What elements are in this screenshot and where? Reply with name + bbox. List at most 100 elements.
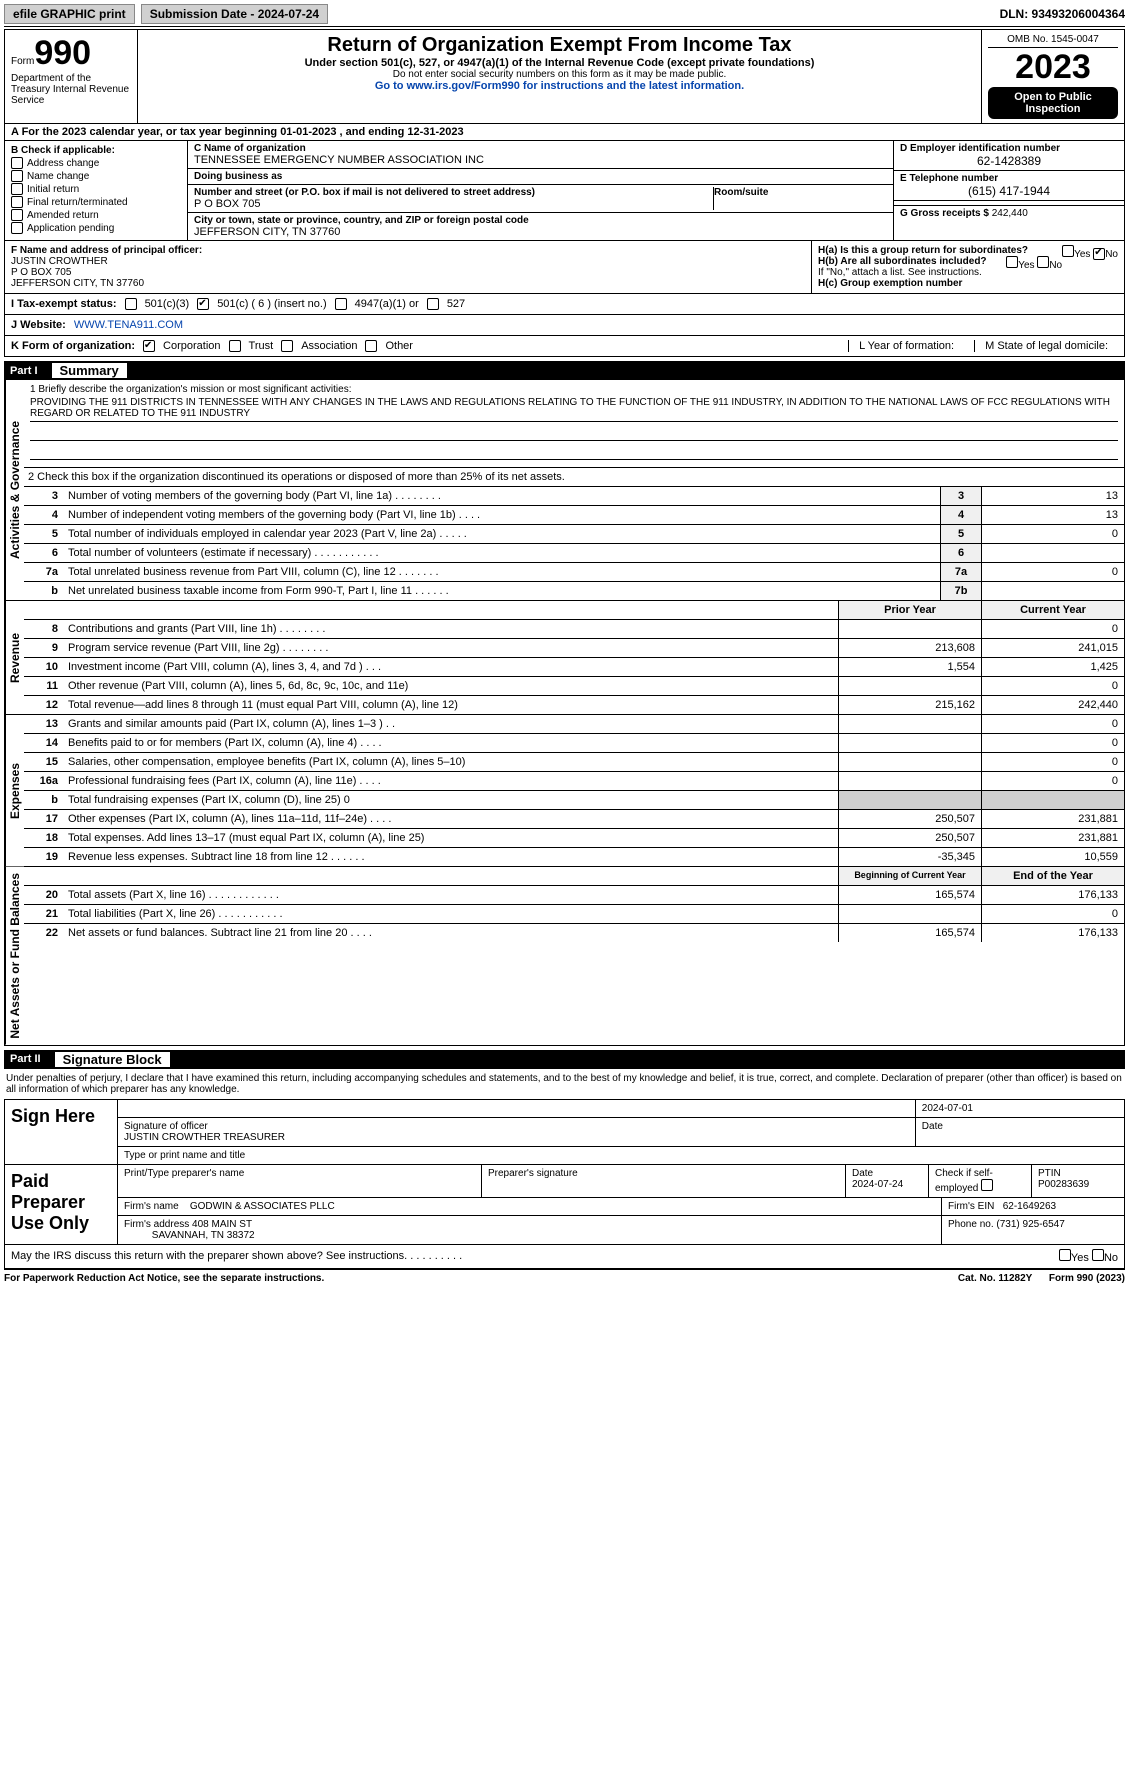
line-item: 8Contributions and grants (Part VIII, li…: [24, 620, 1124, 639]
line-item: 22Net assets or fund balances. Subtract …: [24, 924, 1124, 942]
prep-sig-label: Preparer's signature: [482, 1165, 846, 1197]
sig-declaration: Under penalties of perjury, I declare th…: [4, 1069, 1125, 1099]
line-item: 15Salaries, other compensation, employee…: [24, 753, 1124, 772]
form-subtitle: Under section 501(c), 527, or 4947(a)(1)…: [144, 57, 975, 69]
part1-bar: Part I Summary: [4, 361, 1125, 380]
c-name-label: C Name of organization: [194, 143, 306, 154]
vtab-revenue: Revenue: [5, 601, 24, 714]
mission-text: PROVIDING THE 911 DISTRICTS IN TENNESSEE…: [30, 395, 1118, 422]
submission-date: Submission Date - 2024-07-24: [141, 4, 328, 24]
cb-hb-yes[interactable]: [1006, 256, 1018, 268]
line-a: A For the 2023 calendar year, or tax yea…: [4, 124, 1125, 141]
cb-pending[interactable]: [11, 222, 23, 234]
line-item: 21Total liabilities (Part X, line 26) . …: [24, 905, 1124, 924]
officer-addr1: P O BOX 705: [11, 267, 71, 278]
cb-501c3[interactable]: [125, 298, 137, 310]
line-item: 20Total assets (Part X, line 16) . . . .…: [24, 886, 1124, 905]
gross-label: G Gross receipts $: [900, 208, 989, 219]
cb-527[interactable]: [427, 298, 439, 310]
sig-date: 2024-07-01: [916, 1100, 1124, 1117]
footer-right: Form 990 (2023): [1049, 1273, 1125, 1284]
dept-label: Department of the Treasury Internal Reve…: [11, 73, 131, 106]
cb-trust[interactable]: [229, 340, 241, 352]
efile-button[interactable]: efile GRAPHIC print: [4, 4, 135, 24]
cb-namechange[interactable]: [11, 170, 23, 182]
firm-ein: 62-1649263: [1003, 1201, 1056, 1212]
form-title: Return of Organization Exempt From Incom…: [144, 34, 975, 57]
l-year: L Year of formation:: [848, 340, 964, 352]
cb-4947[interactable]: [335, 298, 347, 310]
may-irs: May the IRS discuss this return with the…: [11, 1250, 462, 1262]
org-name: TENNESSEE EMERGENCY NUMBER ASSOCIATION I…: [194, 154, 484, 166]
top-bar: efile GRAPHIC print Submission Date - 20…: [4, 4, 1125, 27]
tax-year: 2023: [988, 48, 1118, 87]
cb-self-employed[interactable]: [981, 1179, 993, 1191]
firm-name: GODWIN & ASSOCIATES PLLC: [190, 1201, 335, 1212]
city: JEFFERSON CITY, TN 37760: [194, 226, 340, 238]
net-assets-block: Net Assets or Fund Balances Beginning of…: [4, 867, 1125, 1046]
officer-sig: JUSTIN CROWTHER TREASURER: [124, 1132, 285, 1143]
cb-address[interactable]: [11, 157, 23, 169]
omb-number: OMB No. 1545-0047: [988, 34, 1118, 48]
cb-hb-no[interactable]: [1037, 256, 1049, 268]
cb-initial[interactable]: [11, 183, 23, 195]
line-item: 12Total revenue—add lines 8 through 11 (…: [24, 696, 1124, 714]
cb-corp[interactable]: [143, 340, 155, 352]
gov-line: 6Total number of volunteers (estimate if…: [24, 544, 1124, 563]
line-item: 16aProfessional fundraising fees (Part I…: [24, 772, 1124, 791]
cb-final[interactable]: [11, 196, 23, 208]
sign-here-block: Sign Here 2024-07-01 Signature of office…: [4, 1099, 1125, 1165]
b-label: B Check if applicable:: [11, 145, 181, 156]
footer: For Paperwork Reduction Act Notice, see …: [4, 1269, 1125, 1284]
line-item: 13Grants and similar amounts paid (Part …: [24, 715, 1124, 734]
line-item: 14Benefits paid to or for members (Part …: [24, 734, 1124, 753]
form-note: Do not enter social security numbers on …: [144, 69, 975, 80]
city-label: City or town, state or province, country…: [194, 215, 529, 226]
cb-ha-no[interactable]: [1093, 248, 1105, 260]
j-label: J Website:: [11, 319, 66, 331]
gov-line: 3Number of voting members of the governi…: [24, 487, 1124, 506]
prior-year-hdr: Prior Year: [838, 601, 981, 619]
officer-sig-label: Signature of officer: [124, 1121, 208, 1132]
street-label: Number and street (or P.O. box if mail i…: [194, 187, 535, 198]
gov-line: 7aTotal unrelated business revenue from …: [24, 563, 1124, 582]
form-prefix: Form: [11, 56, 34, 67]
room-label: Room/suite: [714, 187, 768, 198]
firm-city: SAVANNAH, TN 38372: [152, 1230, 255, 1241]
line2: 2 Check this box if the organization dis…: [24, 468, 1124, 486]
begin-year-hdr: Beginning of Current Year: [838, 867, 981, 885]
paid-label: Paid Preparer Use Only: [5, 1165, 118, 1244]
part2-no: Part II: [10, 1053, 41, 1065]
line-k: K Form of organization: Corporation Trus…: [4, 336, 1125, 357]
cb-assoc[interactable]: [281, 340, 293, 352]
current-year-hdr: Current Year: [981, 601, 1124, 619]
line-item: 19Revenue less expenses. Subtract line 1…: [24, 848, 1124, 866]
form-header: Form990 Department of the Treasury Inter…: [4, 29, 1125, 124]
irs-link[interactable]: Go to www.irs.gov/Form990 for instructio…: [375, 80, 744, 92]
type-label: Type or print name and title: [118, 1147, 1124, 1164]
f-label: F Name and address of principal officer:: [11, 245, 202, 256]
dba-label: Doing business as: [194, 171, 282, 182]
firm-phone: (731) 925-6547: [996, 1219, 1064, 1230]
sign-here-label: Sign Here: [5, 1100, 118, 1164]
section-bcd: B Check if applicable: Address change Na…: [4, 141, 1125, 241]
officer-addr2: JEFFERSON CITY, TN 37760: [11, 278, 144, 289]
footer-mid: Cat. No. 11282Y: [958, 1273, 1032, 1284]
line-item: 18Total expenses. Add lines 13–17 (must …: [24, 829, 1124, 848]
tel-label: E Telephone number: [900, 173, 998, 184]
cb-501c[interactable]: [197, 298, 209, 310]
prep-name-label: Print/Type preparer's name: [118, 1165, 482, 1197]
hb-note: If "No," attach a list. See instructions…: [818, 267, 1118, 278]
cb-irs-yes[interactable]: [1059, 1249, 1071, 1261]
cb-other[interactable]: [365, 340, 377, 352]
cb-irs-no[interactable]: [1092, 1249, 1104, 1261]
website-link[interactable]: WWW.TENA911.COM: [74, 319, 183, 331]
cb-ha-yes[interactable]: [1062, 245, 1074, 257]
street: P O BOX 705: [194, 198, 260, 210]
paid-preparer-block: Paid Preparer Use Only Print/Type prepar…: [4, 1165, 1125, 1245]
hb-label: H(b) Are all subordinates included?: [818, 256, 987, 267]
line-item: 10Investment income (Part VIII, column (…: [24, 658, 1124, 677]
footer-left: For Paperwork Reduction Act Notice, see …: [4, 1273, 324, 1284]
cb-amended[interactable]: [11, 209, 23, 221]
expenses-block: Expenses 13Grants and similar amounts pa…: [4, 715, 1125, 867]
